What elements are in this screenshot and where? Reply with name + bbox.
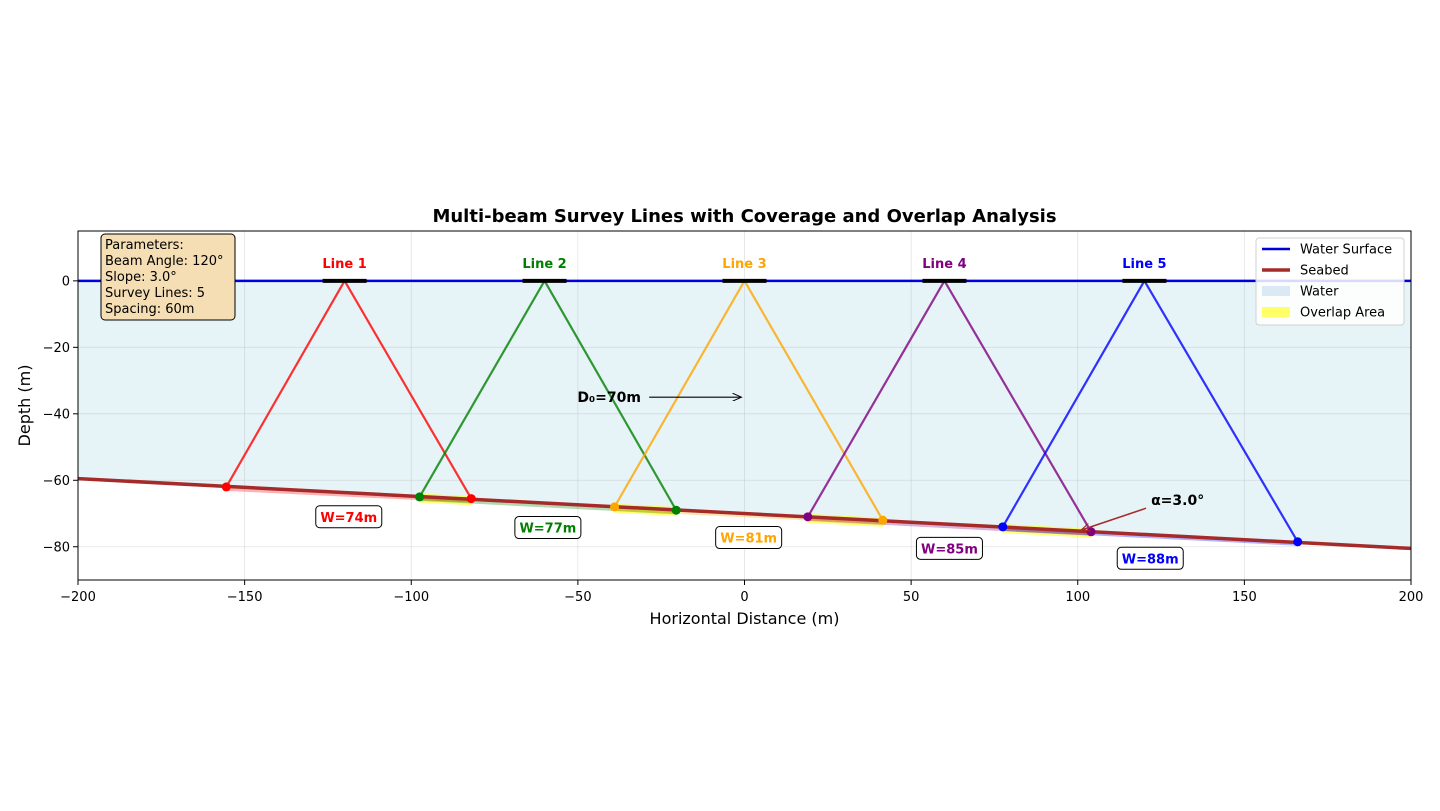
beam-left-line-3 <box>613 280 746 508</box>
x-tick-label: 150 <box>1232 590 1257 605</box>
coverage-segment-2 <box>419 496 677 515</box>
plot-content: Line 1 W=74m Line 2 W=77m Line 3 W=81m Line 4 W… <box>78 231 1411 580</box>
coverage-point-right-4 <box>1086 527 1096 537</box>
width-label-1: W=74m <box>320 511 377 526</box>
line-label-4: Line 4 <box>922 257 966 272</box>
coverage-segment-4 <box>807 516 1092 536</box>
width-label-5: W=88m <box>1122 552 1179 567</box>
coverage-point-right-5 <box>1293 537 1303 547</box>
parameters-line-4: Survey Lines: 5 <box>105 286 205 301</box>
width-label-box-1 <box>315 505 383 529</box>
slope-annotation: α=3.0° <box>1151 493 1204 509</box>
beam-left-line-2 <box>418 280 546 498</box>
parameters-box-bg <box>100 233 236 321</box>
seabed-line <box>78 476 1411 551</box>
legend-label-4: Overlap Area <box>1300 306 1385 321</box>
line-label-2: Line 2 <box>522 257 566 272</box>
coverage-point-left-2 <box>415 492 425 502</box>
width-label-3: W=81m <box>720 532 777 547</box>
chart-title: Multi-beam Survey Lines with Coverage an… <box>432 206 1056 227</box>
legend-swatch-3 <box>1262 286 1290 296</box>
plot-area: Line 1 W=74m Line 2 W=77m Line 3 W=81m Line 4 W… <box>43 230 1424 605</box>
beam-left-line-5 <box>1001 280 1146 528</box>
x-tick-label: 100 <box>1065 590 1090 605</box>
slope-annotation-arrow <box>1081 507 1147 530</box>
depth-annotation: D₀=70m <box>577 390 641 406</box>
coverage-point-left-5 <box>998 522 1008 532</box>
y-axis-label: Depth (m) <box>15 365 34 447</box>
line-label-5: Line 5 <box>1122 257 1166 272</box>
y-tick-label: 0 <box>62 274 70 289</box>
coverage-point-left-3 <box>610 502 620 512</box>
beam-left-line-1 <box>225 280 346 488</box>
width-label-box-5 <box>1116 546 1184 570</box>
y-tick-label: −20 <box>43 341 70 356</box>
beam-right-line-5 <box>1143 280 1299 543</box>
beam-right-line-3 <box>743 280 884 521</box>
parameters-line-1: Parameters: <box>105 238 184 253</box>
legend-swatch-4 <box>1262 307 1290 317</box>
legend-label-1: Water Surface <box>1300 243 1392 258</box>
beam-right-line-2 <box>543 280 678 511</box>
legend-label-2: Seabed <box>1300 264 1349 279</box>
x-tick-label: 0 <box>740 590 748 605</box>
width-label-box-2 <box>514 516 582 540</box>
coverage-point-left-4 <box>803 512 813 522</box>
legend-box <box>1255 237 1405 326</box>
x-axis-label: Horizontal Distance (m) <box>650 609 840 628</box>
line-label-1: Line 1 <box>322 257 366 272</box>
water-fill <box>78 280 1411 549</box>
x-tick-label: 50 <box>903 590 920 605</box>
width-label-4: W=85m <box>921 542 978 557</box>
coverage-point-right-1 <box>466 494 476 504</box>
y-tick-label: −40 <box>43 407 70 422</box>
line-label-3: Line 3 <box>722 257 766 272</box>
y-tick-label: −60 <box>43 474 70 489</box>
parameters-box: Parameters:Beam Angle: 120°Slope: 3.0°Su… <box>100 233 236 321</box>
beam-right-line-1 <box>343 280 473 500</box>
legend: Water Surface Seabed Water Overlap Area <box>1255 237 1405 326</box>
legend-label-3: Water <box>1300 285 1339 300</box>
width-label-box-4 <box>915 536 983 560</box>
parameters-line-3: Slope: 3.0° <box>105 270 177 285</box>
coverage-point-left-1 <box>221 482 231 492</box>
x-tick-label: 200 <box>1399 590 1424 605</box>
coverage-point-right-2 <box>671 505 681 515</box>
beam-left-line-4 <box>806 280 946 518</box>
x-tick-label: −100 <box>393 590 429 605</box>
x-tick-label: −150 <box>227 590 263 605</box>
y-tick-label: −80 <box>43 540 70 555</box>
x-tick-label: −200 <box>60 590 96 605</box>
beam-right-line-4 <box>943 280 1093 533</box>
x-tick-label: −50 <box>564 590 591 605</box>
width-label-box-3 <box>715 526 783 550</box>
parameters-line-2: Beam Angle: 120° <box>105 254 224 269</box>
width-label-2: W=77m <box>519 522 576 537</box>
coverage-point-right-3 <box>878 515 888 525</box>
parameters-line-5: Spacing: 60m <box>105 302 194 317</box>
